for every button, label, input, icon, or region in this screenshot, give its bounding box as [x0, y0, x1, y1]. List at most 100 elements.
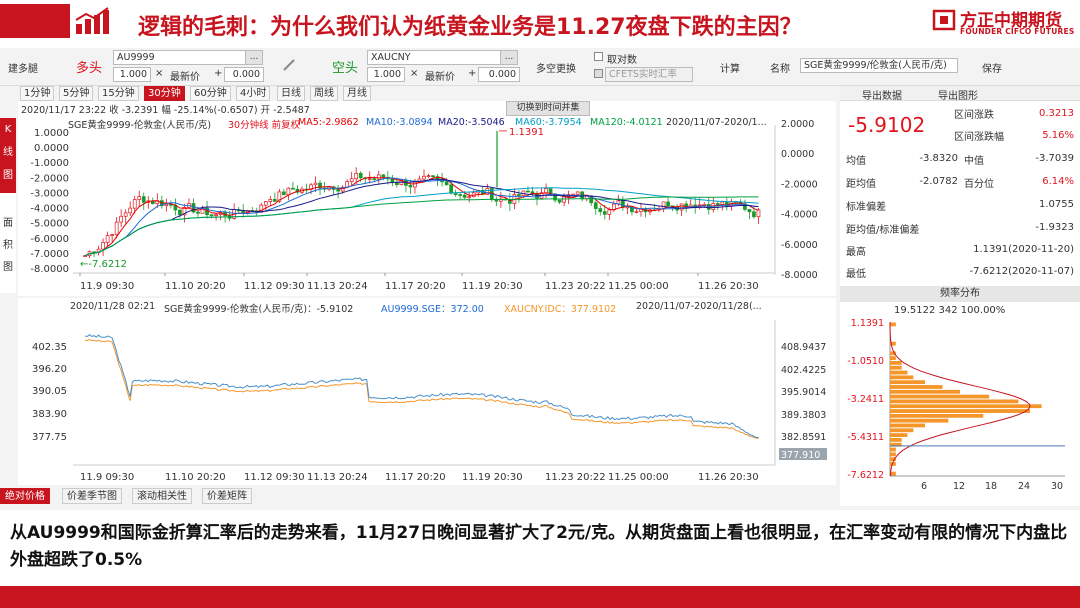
- export-chart-button[interactable]: 导出图形: [938, 91, 978, 102]
- short-symbol-input[interactable]: XAUCNY: [367, 50, 517, 65]
- x-tick: 11.23 20:22: [545, 281, 606, 292]
- price-plot[interactable]: 402.35 396.20 390.05 383.90 377.75 408.9437 40…: [18, 298, 836, 485]
- kline-info: 2020/11/17 23:22 收 -3.2391 幅 -25.14%(-0.…: [21, 105, 310, 116]
- short-label: 空头: [332, 61, 359, 76]
- ratio-value: -1.9323: [1035, 222, 1074, 233]
- candle-body: [544, 188, 548, 194]
- candle-body: [214, 214, 218, 216]
- tab-daily[interactable]: 日线: [277, 86, 305, 101]
- dist-y-tick: -5.4311: [847, 432, 884, 443]
- price-info-range: 2020/11/07-2020/11/28(...: [636, 301, 762, 312]
- legend-ma20: MA20:-3.5046: [438, 117, 505, 128]
- dist-bar: [890, 447, 896, 452]
- x-tick: 11.19 20:30: [462, 472, 523, 483]
- footer-bar: [0, 586, 1080, 608]
- au9999-line: [84, 333, 759, 439]
- tab-rolling-correlation[interactable]: 滚动相关性: [132, 488, 192, 504]
- candle-body: [101, 242, 105, 250]
- long-latest-price-select[interactable]: 最新价: [170, 72, 200, 83]
- candle-body: [263, 201, 268, 206]
- candle-body: [666, 201, 670, 207]
- dist-bar: [890, 457, 896, 462]
- tab-60min[interactable]: 60分钟: [190, 86, 231, 101]
- candle-body: [272, 199, 277, 202]
- tab-4hour[interactable]: 4小时: [236, 86, 271, 101]
- candle-body: [444, 181, 449, 186]
- max-label: 1.1391: [509, 127, 544, 138]
- candle-body: [485, 188, 490, 195]
- x-tick: 11.23 20:22: [545, 472, 606, 483]
- last-value-label: 377.910: [781, 450, 820, 461]
- short-offset-input[interactable]: 0.000: [478, 67, 520, 82]
- log-checkbox[interactable]: [594, 52, 603, 61]
- tab-spread-matrix[interactable]: 价差矩阵: [202, 488, 252, 504]
- candle-body: [557, 199, 562, 203]
- candle-body: [318, 182, 322, 189]
- absolute-price-chart[interactable]: 2020/11/28 02:21 SGE黄金9999-伦敦金(人民币/克)：-5…: [18, 298, 836, 485]
- spread-name-input[interactable]: SGE黄金9999/伦敦金(人民币/克): [800, 58, 958, 73]
- legend-period: 30分钟线 前复权: [228, 120, 301, 131]
- candle-body: [132, 199, 137, 209]
- dist-bar: [890, 418, 949, 423]
- switch-time-union-button[interactable]: 切换到时间并集: [506, 101, 590, 116]
- candle-body: [458, 194, 463, 196]
- mean-label: 均值: [846, 156, 866, 167]
- candle-body: [607, 209, 612, 215]
- y-left-tick: 383.90: [32, 409, 67, 420]
- tab-5min[interactable]: 5分钟: [59, 86, 94, 101]
- ma10-line: [84, 177, 759, 257]
- ma60-line: [84, 187, 759, 257]
- tab-weekly[interactable]: 周线: [310, 86, 338, 101]
- export-bar: 导出数据 导出图形: [840, 86, 1080, 102]
- candle-body: [720, 201, 725, 205]
- long-symbol-picker-button[interactable]: ...: [245, 50, 263, 65]
- short-latest-price-select[interactable]: 最新价: [425, 72, 455, 83]
- range-change-label: 区间涨跌: [954, 110, 994, 121]
- save-button[interactable]: 保存: [982, 64, 1002, 75]
- candle-body: [602, 211, 607, 215]
- percentile-label: 百分位: [964, 179, 994, 190]
- price-info-time: 2020/11/28 02:21: [70, 301, 156, 312]
- area-tab[interactable]: 面积图: [3, 218, 13, 273]
- long-qty-input[interactable]: 1.000: [113, 67, 151, 82]
- tab-30min[interactable]: 30分钟: [144, 86, 185, 101]
- long-offset-input[interactable]: 0.000: [224, 67, 264, 82]
- cfets-rate-select[interactable]: CFETS实时汇率: [605, 67, 693, 82]
- build-spread-button[interactable]: 建多腿: [8, 64, 38, 75]
- brand-logo: 方正中期期货 FOUNDER CIFCO FUTURES: [930, 6, 1080, 40]
- log-checkbox-label: 取对数: [607, 55, 637, 66]
- tab-monthly[interactable]: 月线: [343, 86, 371, 101]
- x-tick: 11.13 20:24: [307, 472, 368, 483]
- tab-15min[interactable]: 15分钟: [98, 86, 139, 101]
- x-tick: 11.26 20:30: [698, 281, 759, 292]
- dist-bar: [890, 413, 984, 418]
- candle-body: [164, 203, 169, 207]
- spread-analysis-window: 建多腿 多头 AU9999 ... 1.000 × 最新价 + 0.000 空头…: [0, 48, 1080, 510]
- y-right-tick: 395.9014: [781, 387, 826, 398]
- long-symbol-input[interactable]: AU9999: [113, 50, 263, 65]
- tab-absolute-price[interactable]: 绝对价格: [0, 488, 50, 504]
- tab-1min[interactable]: 1分钟: [20, 86, 55, 101]
- candle-body: [367, 178, 372, 180]
- cfets-checkbox[interactable]: [594, 69, 603, 78]
- candle-body: [756, 209, 761, 218]
- kline-plot[interactable]: 1.0000 0.0000 -1.0000 -2.0000 -3.0000 -4.0000…: [18, 101, 836, 296]
- price-info-xau: XAUCNY.IDC：377.9102: [504, 304, 617, 315]
- y-left-tick: -1.0000: [30, 158, 69, 169]
- x-tick: 11.17 20:20: [385, 281, 446, 292]
- short-qty-input[interactable]: 1.000: [367, 67, 405, 82]
- spread-kline-chart[interactable]: 2020/11/17 23:22 收 -3.2391 幅 -25.14%(-0.…: [18, 101, 836, 296]
- dist-x-tick: 30: [1051, 481, 1063, 492]
- swap-long-short-button[interactable]: 多空更换: [536, 64, 576, 75]
- short-symbol-picker-button[interactable]: ...: [500, 50, 518, 65]
- export-data-button[interactable]: 导出数据: [862, 91, 902, 102]
- y-right-tick: 402.4225: [781, 365, 826, 376]
- calc-button[interactable]: 计算: [720, 64, 740, 75]
- tab-seasonal[interactable]: 价差季节图: [62, 488, 122, 504]
- pencil-icon[interactable]: [282, 58, 296, 72]
- candle-body: [354, 172, 359, 180]
- y-right-tick: -2.0000: [781, 179, 818, 190]
- dist-bar: [890, 361, 902, 365]
